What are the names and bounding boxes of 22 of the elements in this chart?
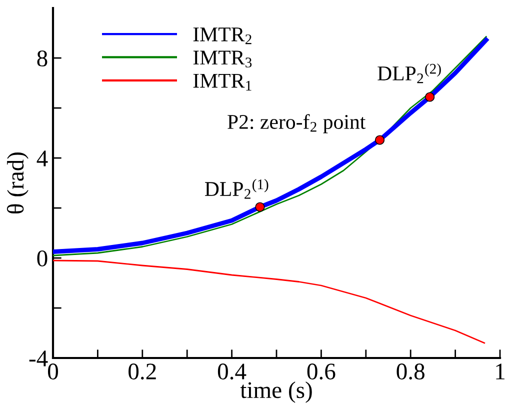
x-tick-label: 0.2: [128, 364, 156, 380]
x-tick-label: 1: [496, 364, 504, 380]
annotation: P2: zero-f$_{2}$ point: [228, 114, 366, 134]
y-tick-label: 0: [37, 250, 48, 266]
y-tick-label: 8: [37, 50, 48, 66]
legend-label: IMTR$_{2}$: [193, 28, 252, 44]
x-tick-label: 0: [48, 364, 58, 380]
point: [374, 135, 385, 145]
annotation: DLP$_{2}$$^{(2)}$: [378, 63, 441, 84]
point: [425, 92, 435, 102]
point: [255, 202, 265, 212]
legend-label: IMTR$_{1}$: [193, 74, 252, 90]
x-axis-title: time (s): [240, 381, 312, 403]
line-series: [53, 260, 486, 344]
y-tick-label: 4: [36, 150, 48, 166]
annotation: DLP$_{2}$$^{(1)}$: [205, 179, 268, 199]
y-axis-title: θ (rad): [6, 152, 28, 214]
x-tick-label: 0.4: [218, 364, 246, 380]
x-tick-label: 0.8: [396, 364, 424, 380]
y-tick-label: -4: [29, 350, 48, 366]
legend-label: IMTR$_{3}$: [193, 50, 252, 68]
x-tick-label: 0.6: [307, 364, 336, 380]
